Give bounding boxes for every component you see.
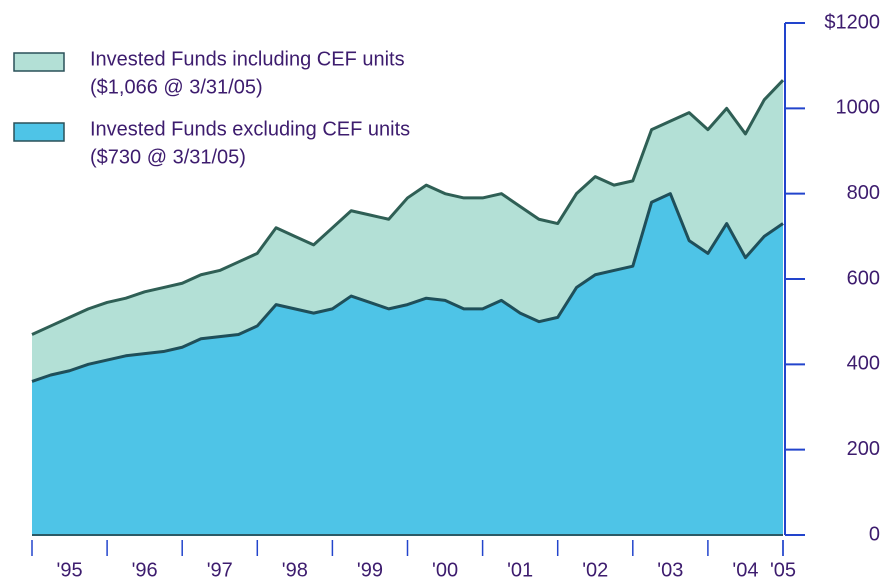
x-tick-label: '98 — [282, 559, 308, 581]
x-tick-label: '97 — [207, 559, 233, 581]
area-edge — [31, 192, 784, 383]
y-tick-label: 600 — [847, 267, 880, 289]
x-tick-label: '03 — [657, 559, 683, 581]
y-tick-label: 0 — [869, 523, 880, 545]
y-tick-label: 1000 — [836, 97, 881, 119]
y-tick-label: 800 — [847, 182, 880, 204]
y-tick-label: 400 — [847, 353, 880, 375]
x-tick-label: '99 — [357, 559, 383, 581]
legend-note: ($1,066 @ 3/31/05) — [90, 76, 263, 98]
legend-swatch — [13, 52, 65, 72]
area — [32, 193, 783, 535]
x-tick-label: '02 — [582, 559, 608, 581]
x-tick-label: '05 — [770, 559, 796, 581]
x-tick-label: '00 — [432, 559, 458, 581]
legend-label: Invested Funds including CEF units — [90, 48, 405, 70]
x-tick-label: '04 — [732, 559, 758, 581]
x-tick-label: '95 — [57, 559, 83, 581]
y-tick-label: $1200 — [824, 11, 880, 33]
legend-note: ($730 @ 3/31/05) — [90, 146, 246, 168]
area-edge — [31, 79, 785, 336]
legend-label: Invested Funds excluding CEF units — [90, 118, 410, 140]
x-tick-label: '01 — [507, 559, 533, 581]
x-tick-label: '96 — [132, 559, 158, 581]
legend-swatch — [13, 122, 65, 142]
y-tick-label: 200 — [847, 438, 880, 460]
